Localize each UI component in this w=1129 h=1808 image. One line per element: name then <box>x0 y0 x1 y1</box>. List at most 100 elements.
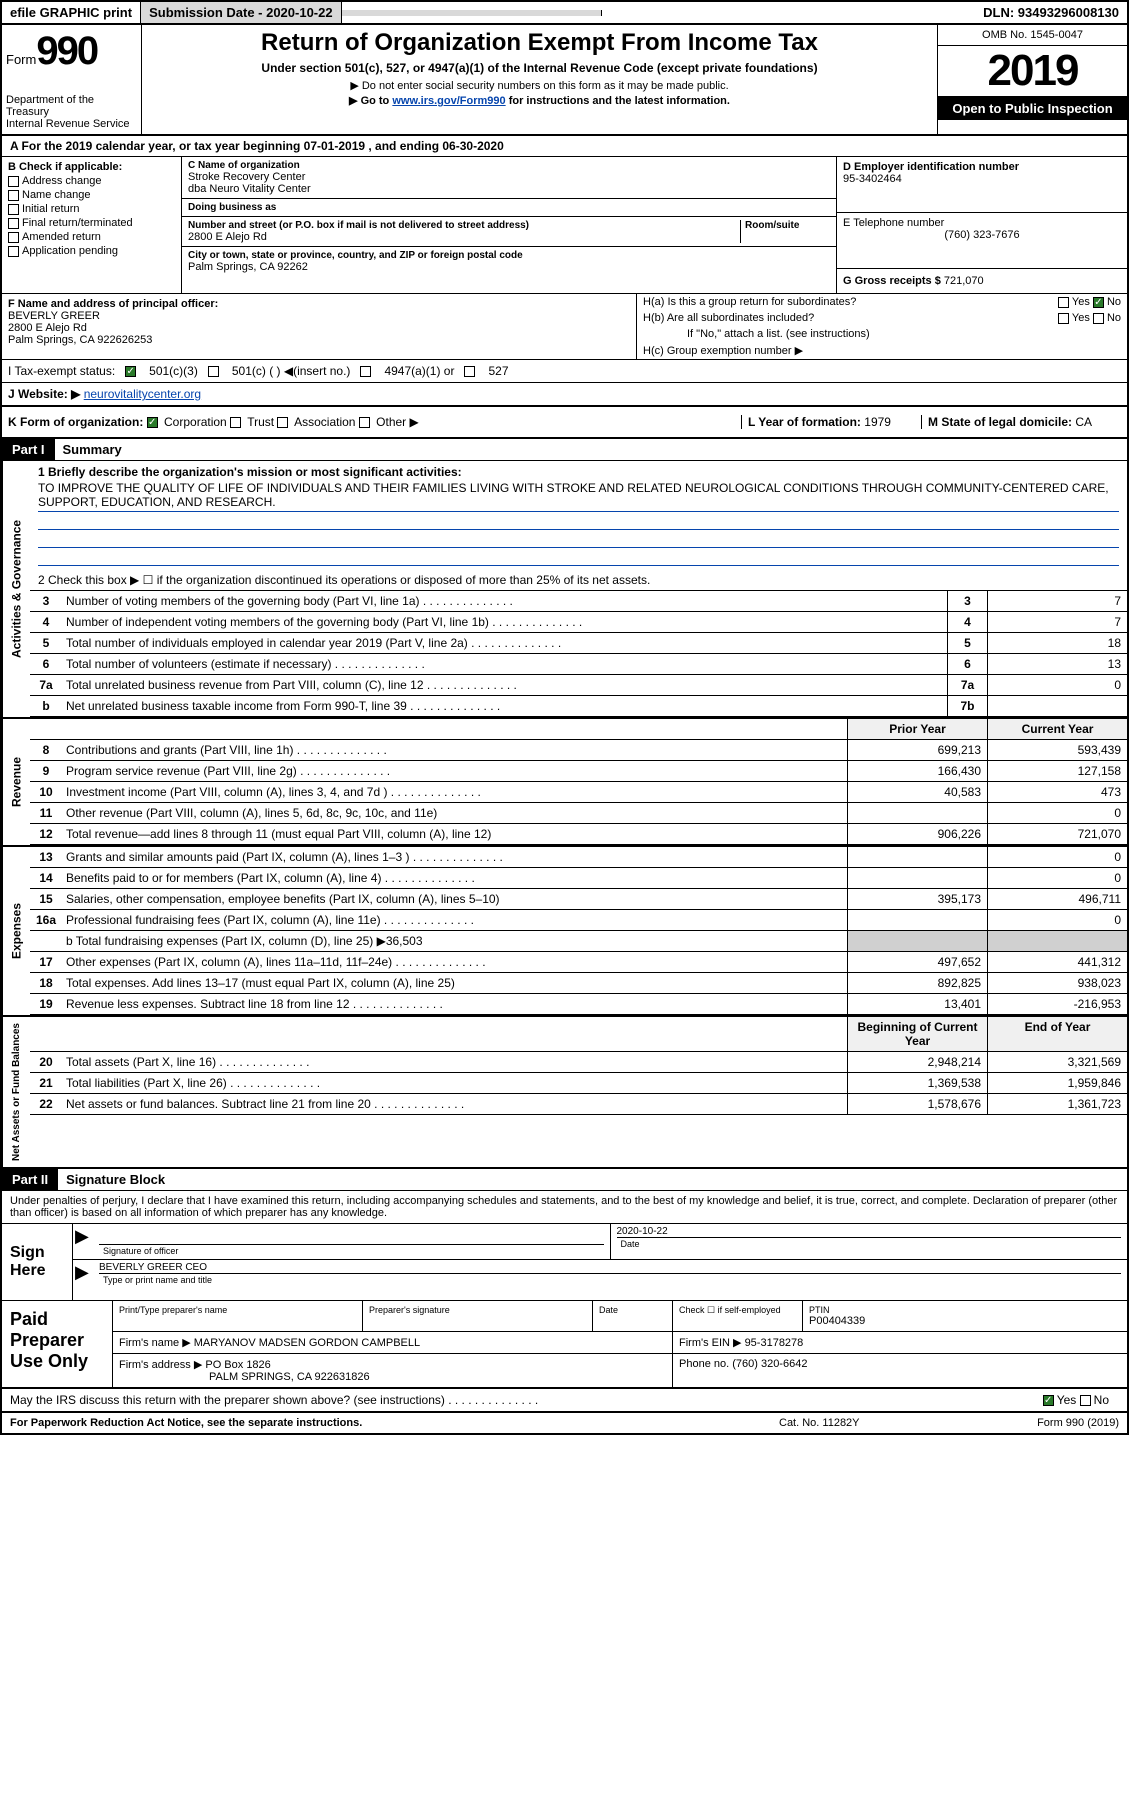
line22-cy: 1,361,723 <box>987 1094 1127 1114</box>
527-checkbox[interactable] <box>464 366 475 377</box>
hb-label: H(b) Are all subordinates included? <box>643 312 1058 324</box>
opt-501c3: 501(c)(3) <box>149 364 198 378</box>
k-other: Other ▶ <box>376 415 419 429</box>
officer-addr: 2800 E Alejo Rd <box>8 322 630 334</box>
discuss-no-checkbox[interactable] <box>1080 1395 1091 1406</box>
firm-addr-label: Firm's address ▶ <box>119 1359 202 1371</box>
website-link[interactable]: neurovitalitycenter.org <box>84 387 201 401</box>
opt-application-pending: Application pending <box>22 245 118 257</box>
association-checkbox[interactable] <box>277 417 288 428</box>
form-subtitle: Under section 501(c), 527, or 4947(a)(1)… <box>150 61 929 75</box>
section-b: B Check if applicable: Address change Na… <box>2 157 182 293</box>
arrow-icon: ▶ <box>73 1224 93 1259</box>
k-assoc: Association <box>294 415 355 429</box>
ha-yes-label: Yes <box>1072 296 1090 308</box>
firm-addr-value: PO Box 1826 <box>205 1359 270 1371</box>
trust-checkbox[interactable] <box>230 417 241 428</box>
name-change-checkbox[interactable] <box>8 190 19 201</box>
final-return-checkbox[interactable] <box>8 218 19 229</box>
efile-label: efile GRAPHIC print <box>2 2 141 23</box>
discuss-yes-checkbox[interactable] <box>1043 1395 1054 1406</box>
other-checkbox[interactable] <box>359 417 370 428</box>
line5-num: 5 <box>30 633 62 653</box>
line15-desc: Salaries, other compensation, employee b… <box>62 889 847 909</box>
address-change-checkbox[interactable] <box>8 176 19 187</box>
officer-sig-label: Signature of officer <box>99 1244 604 1257</box>
line17-py: 497,652 <box>847 952 987 972</box>
line10-desc: Investment income (Part VIII, column (A)… <box>62 782 847 802</box>
officer-signature-field[interactable] <box>99 1226 604 1244</box>
initial-return-checkbox[interactable] <box>8 204 19 215</box>
line22-num: 22 <box>30 1094 62 1114</box>
line8-cy: 593,439 <box>987 740 1127 760</box>
rev-header-desc <box>62 719 847 739</box>
netassets-sidebar: Net Assets or Fund Balances <box>2 1017 30 1167</box>
line3-num: 3 <box>30 591 62 611</box>
line16b-py <box>847 931 987 951</box>
org-address: 2800 E Alejo Rd <box>188 231 740 243</box>
line14-cy: 0 <box>987 868 1127 888</box>
receipts-label: G Gross receipts $ <box>843 275 941 287</box>
line12-py: 906,226 <box>847 824 987 844</box>
hb-note: If "No," attach a list. (see instruction… <box>637 326 1127 342</box>
end-year-header: End of Year <box>987 1017 1127 1051</box>
4947-checkbox[interactable] <box>360 366 371 377</box>
line6-box: 6 <box>947 654 987 674</box>
501c3-checkbox[interactable] <box>125 366 136 377</box>
line21-cy: 1,959,846 <box>987 1073 1127 1093</box>
hb-yes-checkbox[interactable] <box>1058 313 1069 324</box>
hb-no-checkbox[interactable] <box>1093 313 1104 324</box>
prep-phone-value: (760) 320-6642 <box>732 1358 807 1370</box>
room-label: Room/suite <box>745 220 830 231</box>
city-label: City or town, state or province, country… <box>188 250 830 261</box>
firm-name-label: Firm's name ▶ <box>119 1337 191 1349</box>
line14-desc: Benefits paid to or for members (Part IX… <box>62 868 847 888</box>
line20-num: 20 <box>30 1052 62 1072</box>
hb-no-label: No <box>1107 312 1121 324</box>
corporation-checkbox[interactable] <box>147 417 158 428</box>
form-number: 990 <box>36 29 97 73</box>
opt-address-change: Address change <box>22 175 102 187</box>
officer-name: BEVERLY GREER <box>8 310 630 322</box>
line7a-num: 7a <box>30 675 62 695</box>
line16b-desc: b Total fundraising expenses (Part IX, c… <box>62 931 847 951</box>
line11-num: 11 <box>30 803 62 823</box>
line19-num: 19 <box>30 994 62 1014</box>
line4-desc: Number of independent voting members of … <box>62 612 947 632</box>
firm-city-value: PALM SPRINGS, CA 922631826 <box>119 1371 666 1383</box>
na-header-num <box>30 1017 62 1051</box>
irs-link[interactable]: www.irs.gov/Form990 <box>392 95 505 107</box>
part1-header-row: Part I Summary <box>2 439 1127 461</box>
line18-py: 892,825 <box>847 973 987 993</box>
line12-num: 12 <box>30 824 62 844</box>
part2-title: Signature Block <box>58 1169 173 1190</box>
mission-blank-3 <box>38 548 1119 566</box>
header-right: OMB No. 1545-0047 2019 Open to Public In… <box>937 25 1127 134</box>
line3-val: 7 <box>987 591 1127 611</box>
501c-checkbox[interactable] <box>208 366 219 377</box>
line8-desc: Contributions and grants (Part VIII, lin… <box>62 740 847 760</box>
opt-initial-return: Initial return <box>22 203 79 215</box>
opt-501c: 501(c) ( ) ◀(insert no.) <box>232 364 351 378</box>
submission-date-button[interactable]: Submission Date - 2020-10-22 <box>141 2 342 23</box>
line13-num: 13 <box>30 847 62 867</box>
line9-num: 9 <box>30 761 62 781</box>
line11-desc: Other revenue (Part VIII, column (A), li… <box>62 803 847 823</box>
blank-button[interactable] <box>342 10 602 16</box>
line9-desc: Program service revenue (Part VIII, line… <box>62 761 847 781</box>
tax-status-row: I Tax-exempt status: 501(c)(3) 501(c) ( … <box>2 360 1127 383</box>
ha-yes-checkbox[interactable] <box>1058 297 1069 308</box>
header-note-2: ▶ Go to www.irs.gov/Form990 for instruct… <box>150 94 929 107</box>
amended-return-checkbox[interactable] <box>8 232 19 243</box>
line17-num: 17 <box>30 952 62 972</box>
beg-year-header: Beginning of Current Year <box>847 1017 987 1051</box>
application-pending-checkbox[interactable] <box>8 246 19 257</box>
omb-number: OMB No. 1545-0047 <box>938 25 1127 46</box>
part1-header: Part I <box>2 439 55 460</box>
org-name: Stroke Recovery Center <box>188 171 830 183</box>
ha-label: H(a) Is this a group return for subordin… <box>643 296 1058 308</box>
dln-label: DLN: 93493296008130 <box>975 2 1127 23</box>
ha-no-checkbox[interactable] <box>1093 297 1104 308</box>
cat-number: Cat. No. 11282Y <box>779 1417 979 1429</box>
activities-section: Activities & Governance 1 Briefly descri… <box>2 461 1127 719</box>
